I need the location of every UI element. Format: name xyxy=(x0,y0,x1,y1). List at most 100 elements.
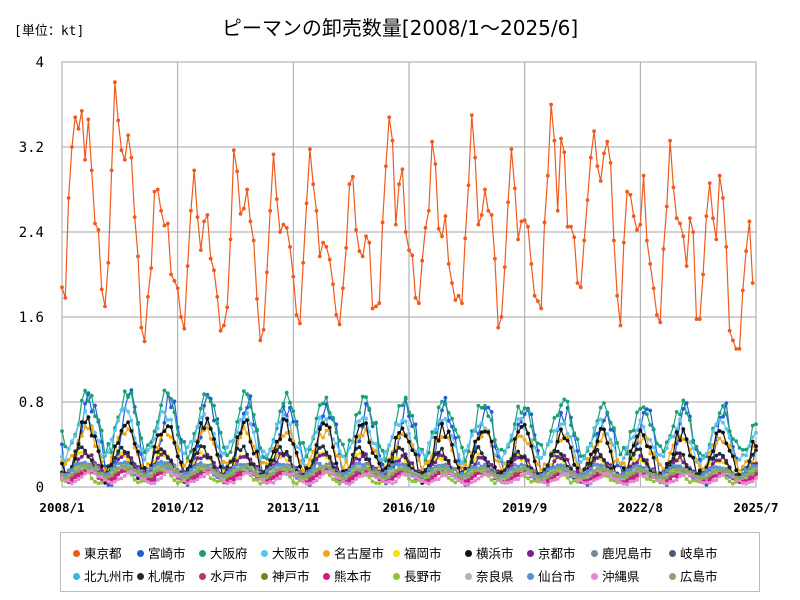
data-point xyxy=(222,474,226,479)
data-point xyxy=(66,457,71,462)
data-point xyxy=(476,466,481,471)
data-point xyxy=(549,479,553,483)
data-point xyxy=(278,230,282,234)
data-point xyxy=(314,478,319,483)
data-point xyxy=(661,454,666,459)
data-point xyxy=(136,471,140,475)
data-point xyxy=(317,446,322,450)
data-point xyxy=(387,443,392,447)
data-point xyxy=(162,223,167,228)
legend-label: 札幌市 xyxy=(148,569,186,584)
data-point xyxy=(717,418,722,422)
data-point xyxy=(671,456,676,461)
data-point xyxy=(314,457,319,462)
data-point xyxy=(483,466,487,471)
data-point xyxy=(238,462,243,467)
data-point xyxy=(271,450,276,454)
data-point xyxy=(542,471,547,475)
data-point xyxy=(245,431,250,436)
data-point xyxy=(588,476,593,481)
x-tick-label: 2022/8 xyxy=(618,500,663,515)
data-point xyxy=(628,456,633,461)
data-point xyxy=(605,432,610,436)
data-point xyxy=(284,449,289,454)
data-point xyxy=(106,464,111,469)
legend-marker xyxy=(591,573,598,580)
data-point xyxy=(651,479,656,484)
legend-label: 京都市 xyxy=(538,546,576,561)
data-point xyxy=(671,471,676,476)
data-point xyxy=(288,437,292,442)
data-point xyxy=(450,478,454,483)
data-point xyxy=(301,479,306,484)
y-tick-label: 2.4 xyxy=(19,225,44,241)
data-point xyxy=(347,482,352,486)
data-point xyxy=(113,80,117,85)
data-point xyxy=(89,409,94,414)
data-point xyxy=(539,473,544,477)
data-point xyxy=(397,467,401,472)
data-point xyxy=(271,152,276,157)
data-point xyxy=(208,455,213,460)
data-point xyxy=(621,461,626,466)
data-point xyxy=(519,473,524,478)
data-point xyxy=(189,467,193,472)
data-point xyxy=(86,391,91,396)
data-point xyxy=(645,407,649,411)
data-point xyxy=(89,393,94,398)
data-point xyxy=(132,468,137,473)
data-point xyxy=(681,398,686,403)
data-point xyxy=(747,219,752,224)
data-point xyxy=(334,471,339,476)
data-point xyxy=(473,427,477,432)
data-point xyxy=(433,473,438,478)
data-point xyxy=(645,470,649,474)
data-point xyxy=(403,455,408,460)
data-point xyxy=(202,463,207,468)
legend-label: 岐阜市 xyxy=(680,546,718,561)
data-point xyxy=(536,462,540,466)
data-point xyxy=(321,464,325,469)
data-point xyxy=(655,313,659,317)
data-point xyxy=(443,214,448,219)
data-point xyxy=(417,301,421,306)
data-point xyxy=(592,129,596,134)
data-point xyxy=(314,443,319,447)
data-point xyxy=(621,471,626,476)
data-point xyxy=(678,468,682,472)
data-point xyxy=(93,430,97,435)
data-point xyxy=(238,476,243,481)
data-point xyxy=(63,475,68,480)
data-point xyxy=(727,429,732,434)
data-point xyxy=(298,321,302,326)
data-point xyxy=(493,256,497,261)
data-point xyxy=(324,395,329,400)
data-point xyxy=(641,173,646,178)
data-point xyxy=(129,465,134,470)
data-point xyxy=(198,421,203,425)
data-point xyxy=(334,441,339,446)
data-point xyxy=(460,301,464,306)
data-point xyxy=(212,418,216,423)
data-point xyxy=(740,464,745,469)
y-tick-label: 1.6 xyxy=(19,310,44,326)
data-point xyxy=(205,416,210,421)
data-point xyxy=(740,288,745,293)
data-point xyxy=(400,167,405,172)
data-point xyxy=(413,479,418,484)
data-point xyxy=(179,315,183,319)
data-point xyxy=(182,471,187,476)
data-point xyxy=(684,477,689,481)
y-tick-label: 4 xyxy=(36,55,44,71)
data-point xyxy=(271,439,276,444)
data-point xyxy=(572,431,577,436)
data-point xyxy=(119,148,124,153)
data-point xyxy=(466,479,471,484)
data-point xyxy=(291,409,296,414)
data-point xyxy=(327,469,332,474)
legend-label: 奈良県 xyxy=(476,569,514,584)
data-point xyxy=(89,465,94,470)
data-point xyxy=(479,434,484,439)
data-point xyxy=(608,470,613,474)
data-point xyxy=(241,206,246,211)
